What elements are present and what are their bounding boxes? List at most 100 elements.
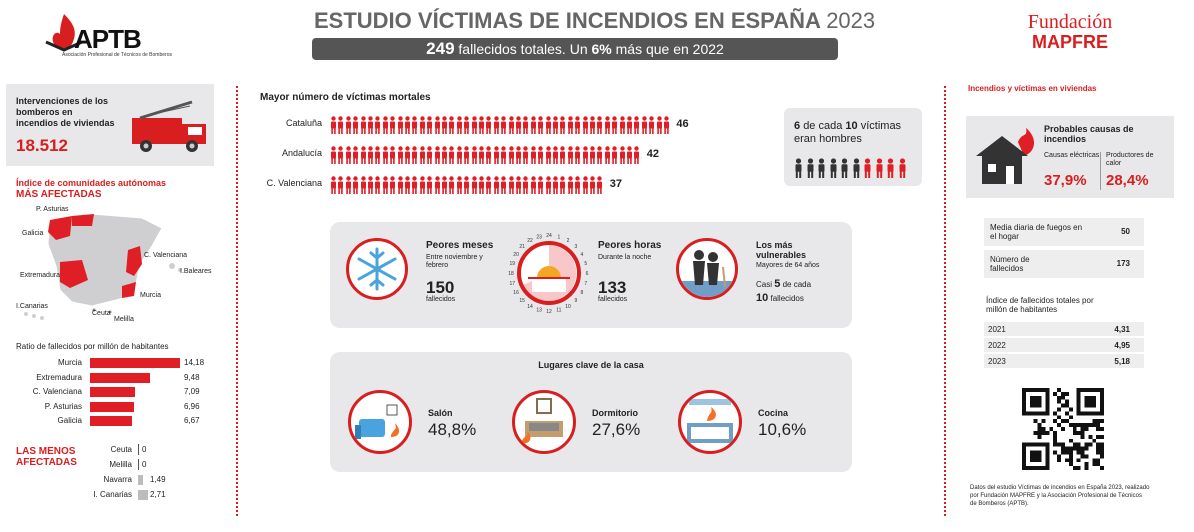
aptb-subtitle: Asociación Profesional de Técnicos de Bo… [62, 52, 172, 58]
qr-module [1076, 446, 1081, 451]
year-row: 2023 5,18 [984, 354, 1144, 368]
clock-number: 1 [557, 234, 560, 240]
person-icon [840, 158, 849, 178]
person-icon [567, 176, 574, 194]
qr-module [1100, 446, 1104, 451]
causes-title: Probables causas de incendios [1044, 124, 1134, 144]
qr-module [1088, 423, 1093, 428]
person-icon [493, 116, 500, 134]
clock-number: 14 [527, 304, 533, 310]
qr-module [1064, 411, 1069, 416]
index-title-line2: MÁS AFECTADAS [16, 189, 102, 200]
place-dormitorio-name: Dormitorio [592, 408, 638, 418]
clock-number: 12 [546, 309, 552, 315]
qr-module [1057, 399, 1062, 404]
least-value: 0 [142, 460, 147, 469]
subtitle-mid: fallecidos totales. Un [458, 41, 588, 57]
index-deaths-title: Índice de fallecidos totales por millón … [986, 296, 1094, 314]
map-label-extremadura: Extremadura [20, 272, 61, 279]
men-people-icons [794, 158, 914, 178]
person-icon [382, 116, 389, 134]
person-icon [604, 116, 611, 134]
qr-module [1100, 442, 1104, 447]
person-icon [515, 176, 522, 194]
qr-code[interactable] [1022, 388, 1104, 470]
fm-line1: Fundación [1027, 11, 1113, 33]
place-cocina-value: 10,6% [758, 420, 807, 439]
person-icon [352, 116, 359, 134]
person-icon [875, 158, 884, 178]
ratio-bar [90, 416, 133, 426]
person-icon [633, 116, 640, 134]
year-label: 2023 [988, 357, 1006, 366]
place-salon-name: Salón [428, 408, 453, 418]
clock-number: 21 [519, 244, 525, 250]
qr-module [1064, 419, 1069, 424]
person-icon [463, 146, 470, 164]
qr-module [1080, 454, 1085, 459]
person-icon [582, 146, 589, 164]
person-icon [552, 146, 559, 164]
daily-fires-label: Media diaria de fuegos en el hogar [990, 223, 1083, 241]
vulnerable-ratio-2: 10 fallecidos [756, 292, 804, 304]
year-value: 4,95 [1114, 341, 1130, 350]
person-icon [500, 176, 507, 194]
qr-module [1068, 446, 1073, 451]
qr-module [1072, 423, 1077, 428]
qr-module [1064, 446, 1069, 451]
person-icon [619, 146, 626, 164]
men-text-a: 6 [794, 120, 801, 132]
place-dormitorio-value: 27,6% [592, 420, 641, 439]
cause-electric-label: Causas eléctricas [1044, 152, 1100, 159]
people-row [330, 176, 604, 194]
qr-module [1084, 442, 1089, 447]
person-icon [656, 116, 663, 134]
person-icon [419, 176, 426, 194]
region-value: 42 [646, 148, 660, 160]
interventions-label: Intervenciones de los bomberos en incend… [16, 96, 115, 128]
person-icon [352, 146, 359, 164]
qr-module [1068, 450, 1073, 455]
separator-right [944, 86, 946, 516]
person-icon [898, 158, 907, 178]
clock-number: 17 [510, 281, 516, 287]
subtitle-number: 249 [426, 39, 455, 58]
title-year: 2023 [826, 8, 876, 33]
places-panel: Lugares clave de la casa Salón 48,8% Dor… [330, 352, 852, 472]
footer-note: Datos del estudio Víctimas de incendios … [970, 485, 1150, 507]
map-label-baleares: I.Baleares [180, 268, 212, 275]
person-icon [552, 176, 559, 194]
clock-number: 9 [574, 298, 577, 304]
clock-number: 24 [546, 233, 552, 239]
right-title: Incendios y víctimas en viviendas [968, 84, 1097, 93]
qr-module [1096, 419, 1101, 424]
stats-panel: Peores meses Entre noviembre y febrero 1… [330, 222, 852, 328]
person-icon [559, 176, 566, 194]
qr-module [1053, 391, 1058, 396]
ratio-name: Murcia [57, 358, 82, 367]
person-icon [471, 116, 478, 134]
least-axis [138, 459, 139, 470]
qr-module [1096, 458, 1101, 463]
qr-module [1064, 458, 1069, 463]
qr-module [1057, 415, 1062, 420]
person-icon [806, 158, 815, 178]
qr-module [1084, 466, 1089, 470]
qr-module [1022, 411, 1050, 416]
vuln-e: fallecidos [770, 294, 804, 303]
worst-hours-value: 133 [598, 278, 627, 297]
person-icon [367, 176, 374, 194]
qr-module [1057, 454, 1062, 459]
person-icon [345, 146, 352, 164]
deaths-row: Número de fallecidos 173 [984, 250, 1144, 278]
men-text-c: 10 [845, 120, 858, 132]
person-icon [397, 176, 404, 194]
qr-module [1100, 388, 1104, 416]
qr-module [1061, 450, 1065, 455]
person-icon [441, 116, 448, 134]
least-title-line1: LAS MENOS [16, 446, 76, 457]
qr-module [1041, 430, 1046, 435]
clock-number: 5 [584, 261, 587, 267]
ratio-value: 9,48 [184, 372, 200, 382]
qr-module [1037, 423, 1042, 428]
